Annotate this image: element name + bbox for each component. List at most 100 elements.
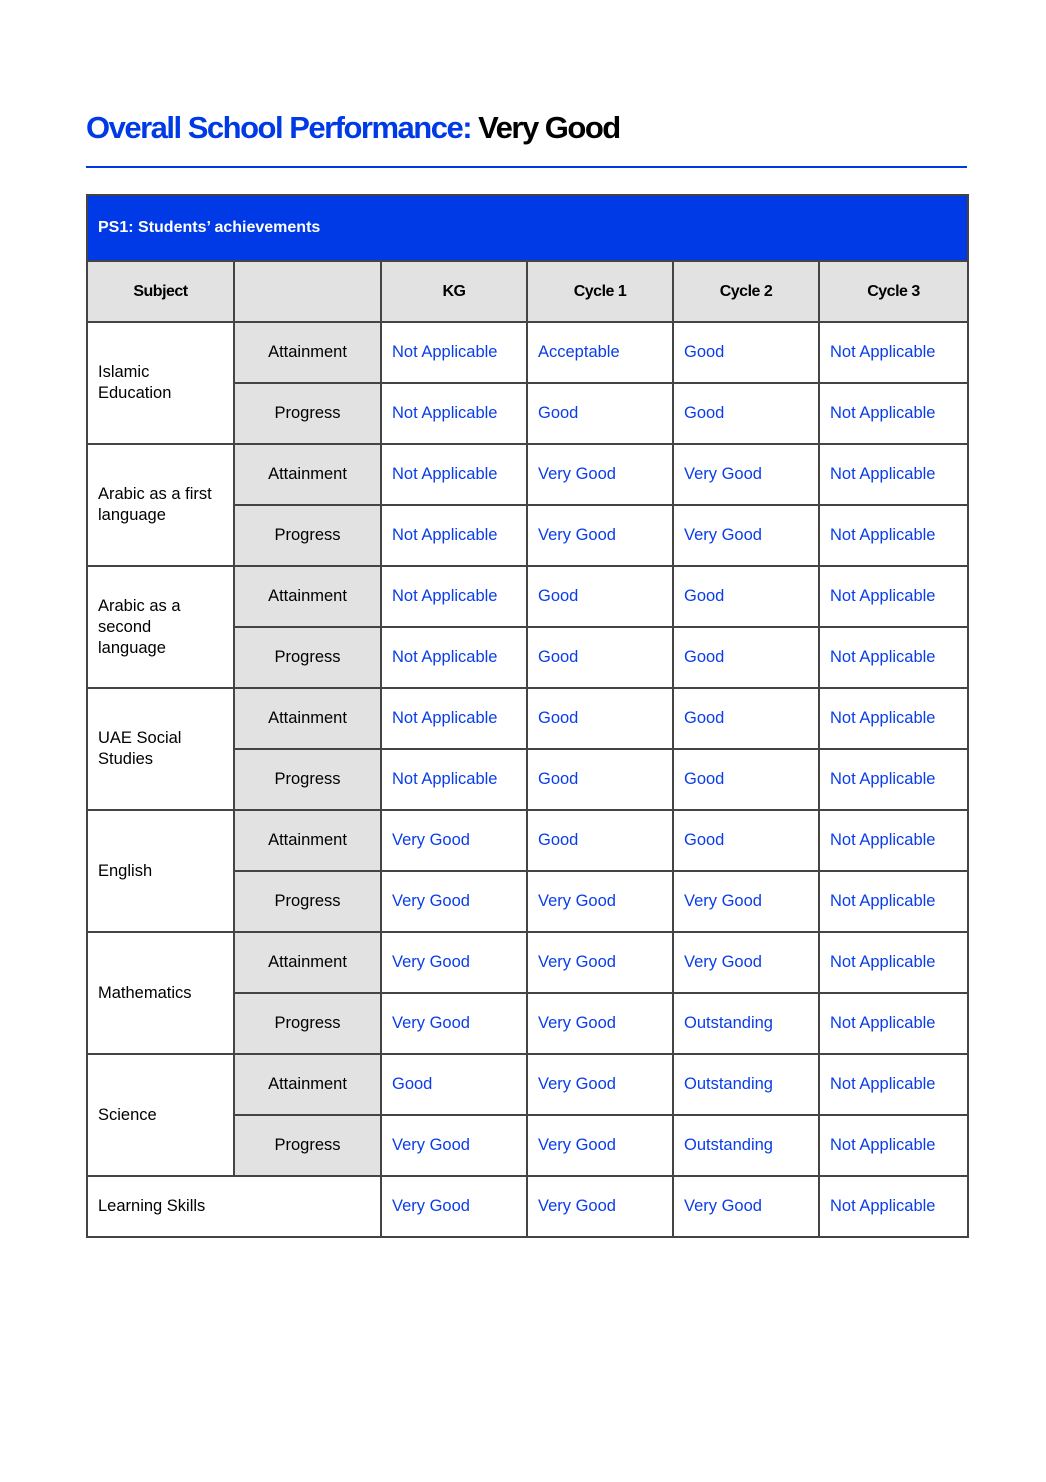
subject-name: English xyxy=(86,809,235,933)
rating-cell: Very Good xyxy=(526,1175,674,1238)
rating-cell: Not Applicable xyxy=(380,382,528,445)
rating-cell: Very Good xyxy=(526,443,674,506)
table-row: Progress Very Good Very Good Very Good Not A… xyxy=(87,870,969,933)
table-row: Progress Not Applicable Good Good Not Applic… xyxy=(87,748,969,811)
rating-cell: Not Applicable xyxy=(380,443,528,506)
rating-cell: Not Applicable xyxy=(380,565,528,628)
table-row: Arabic as a first language Attainment Not … xyxy=(86,443,969,567)
rating-cell: Acceptable xyxy=(526,321,674,384)
subject-name: Arabic as a second language xyxy=(86,565,235,689)
row-type-label: Progress xyxy=(233,626,382,689)
rating-cell: Not Applicable xyxy=(818,504,969,567)
column-header: Cycle 1 xyxy=(526,260,674,323)
rating-cell: Good xyxy=(672,382,820,445)
table-row: Science Attainment Good Very Good Outstandin… xyxy=(86,1053,969,1177)
section-header: PS1: Students’ achievements xyxy=(86,194,969,262)
rating-cell: Very Good xyxy=(380,809,528,872)
subject-name: Islamic Education xyxy=(86,321,235,445)
column-header: KG xyxy=(380,260,528,323)
page-title: Overall School Performance: Very Good xyxy=(86,110,621,146)
table-row: Progress Very Good Very Good Outstanding Not… xyxy=(87,1114,969,1177)
rating-cell: Good xyxy=(526,382,674,445)
rating-cell: Very Good xyxy=(380,931,528,994)
row-type-label: Attainment xyxy=(233,931,382,994)
rating-cell: Good xyxy=(672,626,820,689)
rating-cell: Very Good xyxy=(380,1114,528,1177)
rating-cell: Not Applicable xyxy=(380,687,528,750)
table-row: Mathematics Attainment Very Good Very Good V… xyxy=(86,931,969,1055)
rating-cell: Not Applicable xyxy=(818,321,969,384)
row-type-label: Progress xyxy=(233,382,382,445)
title-prefix: Overall School Performance: xyxy=(86,110,473,145)
rating-cell: Good xyxy=(526,565,674,628)
row-type-label: Attainment xyxy=(233,809,382,872)
rating-cell: Very Good xyxy=(380,870,528,933)
subject-name: Mathematics xyxy=(86,931,235,1055)
rating-cell: Not Applicable xyxy=(818,565,969,628)
rating-cell: Not Applicable xyxy=(380,504,528,567)
rating-cell: Not Applicable xyxy=(818,443,969,506)
rating-cell: Very Good xyxy=(526,870,674,933)
row-type-label: Attainment xyxy=(233,321,382,384)
row-type-label: Attainment xyxy=(233,565,382,628)
table-row: Progress Not Applicable Good Good Not Applic… xyxy=(87,626,969,689)
row-type-label: Attainment xyxy=(233,1053,382,1116)
rating-cell: Not Applicable xyxy=(818,992,969,1055)
column-header: Cycle 2 xyxy=(672,260,820,323)
rating-cell: Very Good xyxy=(526,504,674,567)
rating-cell: Very Good xyxy=(526,1053,674,1116)
table-row: Learning Skills Very Good Very Good Very Go… xyxy=(86,1175,969,1238)
rating-cell: Very Good xyxy=(672,504,820,567)
rating-cell: Good xyxy=(526,809,674,872)
row-type-label: Progress xyxy=(233,870,382,933)
rating-cell: Not Applicable xyxy=(818,687,969,750)
row-type-label: Progress xyxy=(233,1114,382,1177)
table-row: Progress Not Applicable Very Good Very Good… xyxy=(87,504,969,567)
rating-cell: Outstanding xyxy=(672,1053,820,1116)
rating-cell: Good xyxy=(672,687,820,750)
rating-cell: Outstanding xyxy=(672,992,820,1055)
rating-cell: Not Applicable xyxy=(818,626,969,689)
rating-cell: Good xyxy=(526,687,674,750)
achievements-table: PS1: Students’ achievements Subject KG Cyc… xyxy=(86,194,969,1238)
table-row: UAE Social Studies Attainment Not Applicab… xyxy=(86,687,969,811)
rating-cell: Very Good xyxy=(526,992,674,1055)
rating-cell: Good xyxy=(672,321,820,384)
rating-cell: Not Applicable xyxy=(818,748,969,811)
rating-cell: Very Good xyxy=(526,1114,674,1177)
rating-cell: Not Applicable xyxy=(818,1175,969,1238)
table-row: Islamic Education Attainment Not Applicabl… xyxy=(86,321,969,445)
rating-cell: Not Applicable xyxy=(818,1053,969,1116)
subject-name: UAE Social Studies xyxy=(86,687,235,811)
row-type-label: Progress xyxy=(233,504,382,567)
rating-cell: Good xyxy=(672,748,820,811)
rating-cell: Not Applicable xyxy=(818,1114,969,1177)
table-row: Arabic as a second language Attainment Not… xyxy=(86,565,969,689)
title-divider xyxy=(86,166,967,168)
rating-cell: Not Applicable xyxy=(818,931,969,994)
rating-cell: Not Applicable xyxy=(818,870,969,933)
rating-cell: Good xyxy=(526,626,674,689)
rating-cell: Very Good xyxy=(672,443,820,506)
rating-cell: Good xyxy=(526,748,674,811)
rating-cell: Very Good xyxy=(526,931,674,994)
row-type-label: Attainment xyxy=(233,687,382,750)
rating-cell: Good xyxy=(380,1053,528,1116)
rating-cell: Good xyxy=(672,809,820,872)
rating-cell: Very Good xyxy=(380,1175,528,1238)
rating-cell: Very Good xyxy=(672,931,820,994)
subject-name: Arabic as a first language xyxy=(86,443,235,567)
rating-cell: Not Applicable xyxy=(818,809,969,872)
column-header: Cycle 3 xyxy=(818,260,969,323)
rating-cell: Not Applicable xyxy=(818,382,969,445)
rating-cell: Not Applicable xyxy=(380,748,528,811)
rating-cell: Not Applicable xyxy=(380,321,528,384)
subject-name: Science xyxy=(86,1053,235,1177)
rating-cell: Very Good xyxy=(672,1175,820,1238)
row-type-label: Attainment xyxy=(233,443,382,506)
row-type-label: Progress xyxy=(233,748,382,811)
rating-cell: Not Applicable xyxy=(380,626,528,689)
subject-name: Learning Skills xyxy=(86,1175,382,1238)
rating-cell: Very Good xyxy=(672,870,820,933)
rating-cell: Outstanding xyxy=(672,1114,820,1177)
